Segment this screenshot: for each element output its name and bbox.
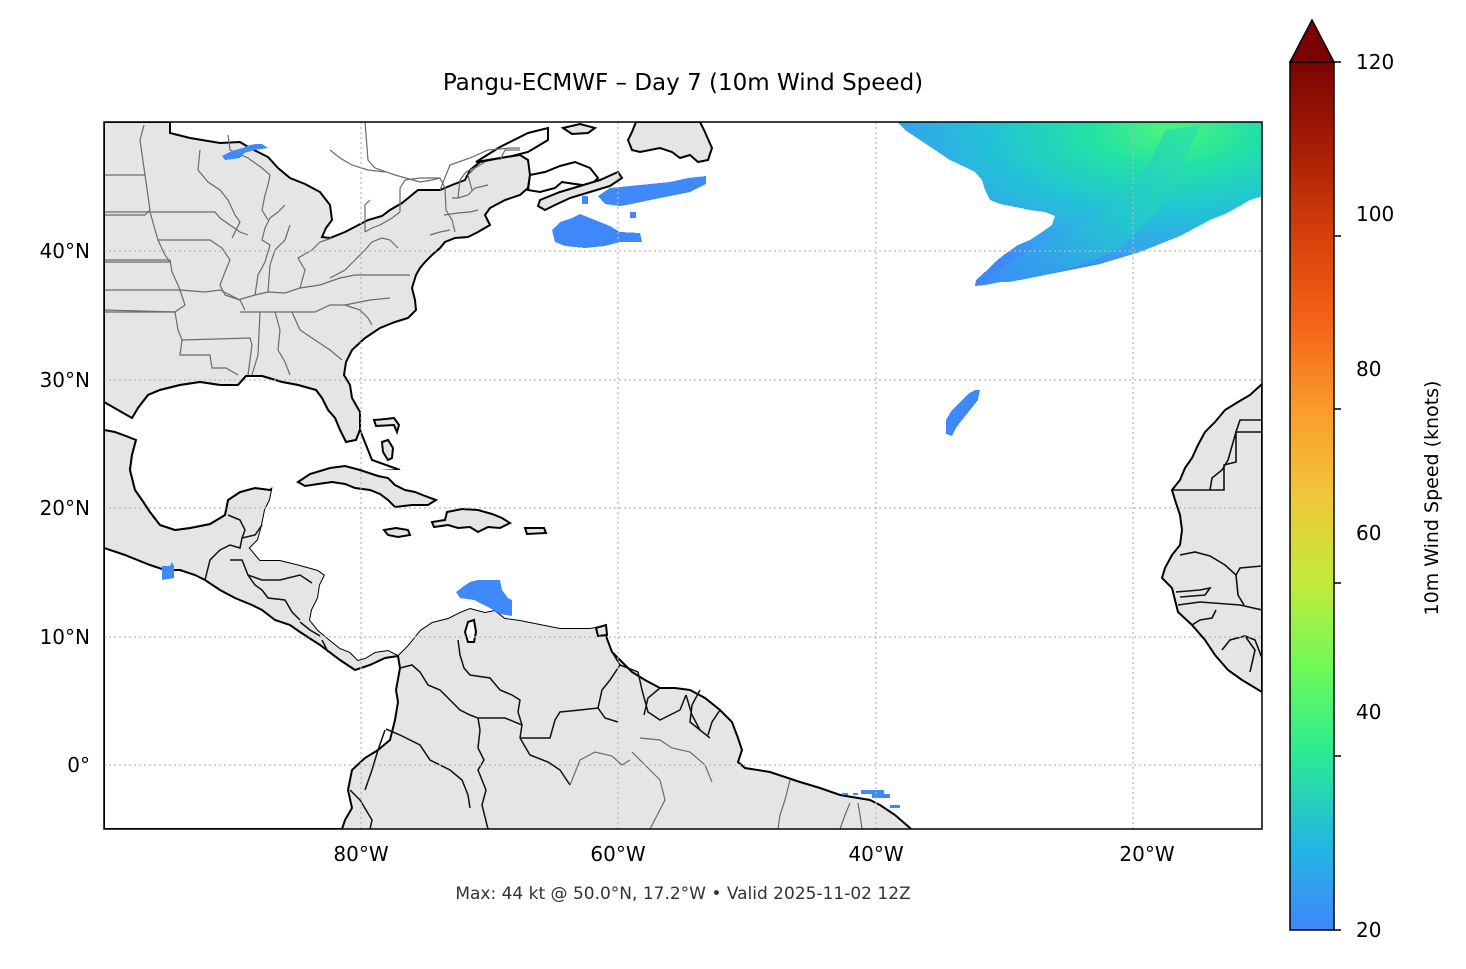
pacific-coast-water xyxy=(104,546,402,829)
colorbar-tick-label: 60 xyxy=(1356,521,1382,545)
x-tick-label: 80°W xyxy=(333,842,389,866)
colorbar-tick-label: 80 xyxy=(1356,357,1382,381)
chart-title: Pangu-ECMWF – Day 7 (10m Wind Speed) xyxy=(442,70,924,96)
west-africa-land xyxy=(1160,382,1262,694)
y-tick-label: 40°N xyxy=(39,239,90,263)
gridlines xyxy=(104,122,1262,829)
caribbean-sea-water xyxy=(250,470,610,660)
wind-speed-field xyxy=(162,122,1262,808)
gulf-of-st-lawrence-water xyxy=(475,126,549,163)
lake-maracaibo xyxy=(463,618,478,643)
canada-us-border xyxy=(364,122,520,191)
wind-region-ne-brazil xyxy=(842,790,900,808)
colorbar-tick-label: 40 xyxy=(1356,700,1382,724)
x-tick-label: 40°W xyxy=(848,842,904,866)
newfoundland xyxy=(626,122,714,164)
map-plot-area xyxy=(104,122,1262,829)
wind-region-tehuantepec xyxy=(162,562,174,580)
trinidad xyxy=(594,623,609,638)
wind-patch-small xyxy=(630,212,636,218)
colorbar-tick-label: 20 xyxy=(1356,918,1382,942)
cuba xyxy=(296,464,439,509)
anticosti-island xyxy=(560,122,598,136)
colorbar-tick-label: 120 xyxy=(1356,50,1395,74)
central-america-borders xyxy=(204,514,329,653)
brazil-state-borders xyxy=(569,737,863,829)
bahamas-abaco xyxy=(372,416,401,435)
us-state-borders xyxy=(104,124,520,376)
nova-scotia xyxy=(536,170,624,212)
y-tick-label: 0° xyxy=(67,753,90,777)
colorbar-gradient xyxy=(1289,61,1335,931)
y-tick-label: 10°N xyxy=(39,625,90,649)
y-tick-label: 20°N xyxy=(39,496,90,520)
hispaniola xyxy=(430,507,513,534)
x-tick-label: 20°W xyxy=(1119,842,1175,866)
colorbar-tick-label: 100 xyxy=(1356,202,1395,226)
max-wind-footer: Max: 44 kt @ 50.0°N, 17.2°W • Valid 2025… xyxy=(455,884,911,904)
gulf-of-mexico-water xyxy=(104,375,401,532)
y-tick-label: 30°N xyxy=(39,368,90,392)
wind-region-central-atlantic xyxy=(946,390,980,436)
colorbar-ticks xyxy=(1334,61,1341,931)
wind-region-caribbean xyxy=(456,580,512,616)
plot-frame xyxy=(103,121,1263,830)
wind-jet-streak xyxy=(985,125,1200,282)
africa-borders xyxy=(1172,419,1262,673)
colorbar xyxy=(1288,18,1341,931)
puerto-rico xyxy=(523,527,548,536)
wind-region-lake-superior xyxy=(222,144,268,160)
colorbar-extend-arrow xyxy=(1288,18,1336,63)
bahamas-andros xyxy=(380,438,395,462)
x-tick-label: 60°W xyxy=(590,842,646,866)
wind-patch-small xyxy=(582,196,588,204)
jamaica xyxy=(382,526,412,539)
wind-region-newfoundland xyxy=(598,176,706,206)
colorbar-label: 10m Wind Speed (knots) xyxy=(1421,380,1443,616)
wind-region-nova-scotia-south xyxy=(552,214,642,248)
